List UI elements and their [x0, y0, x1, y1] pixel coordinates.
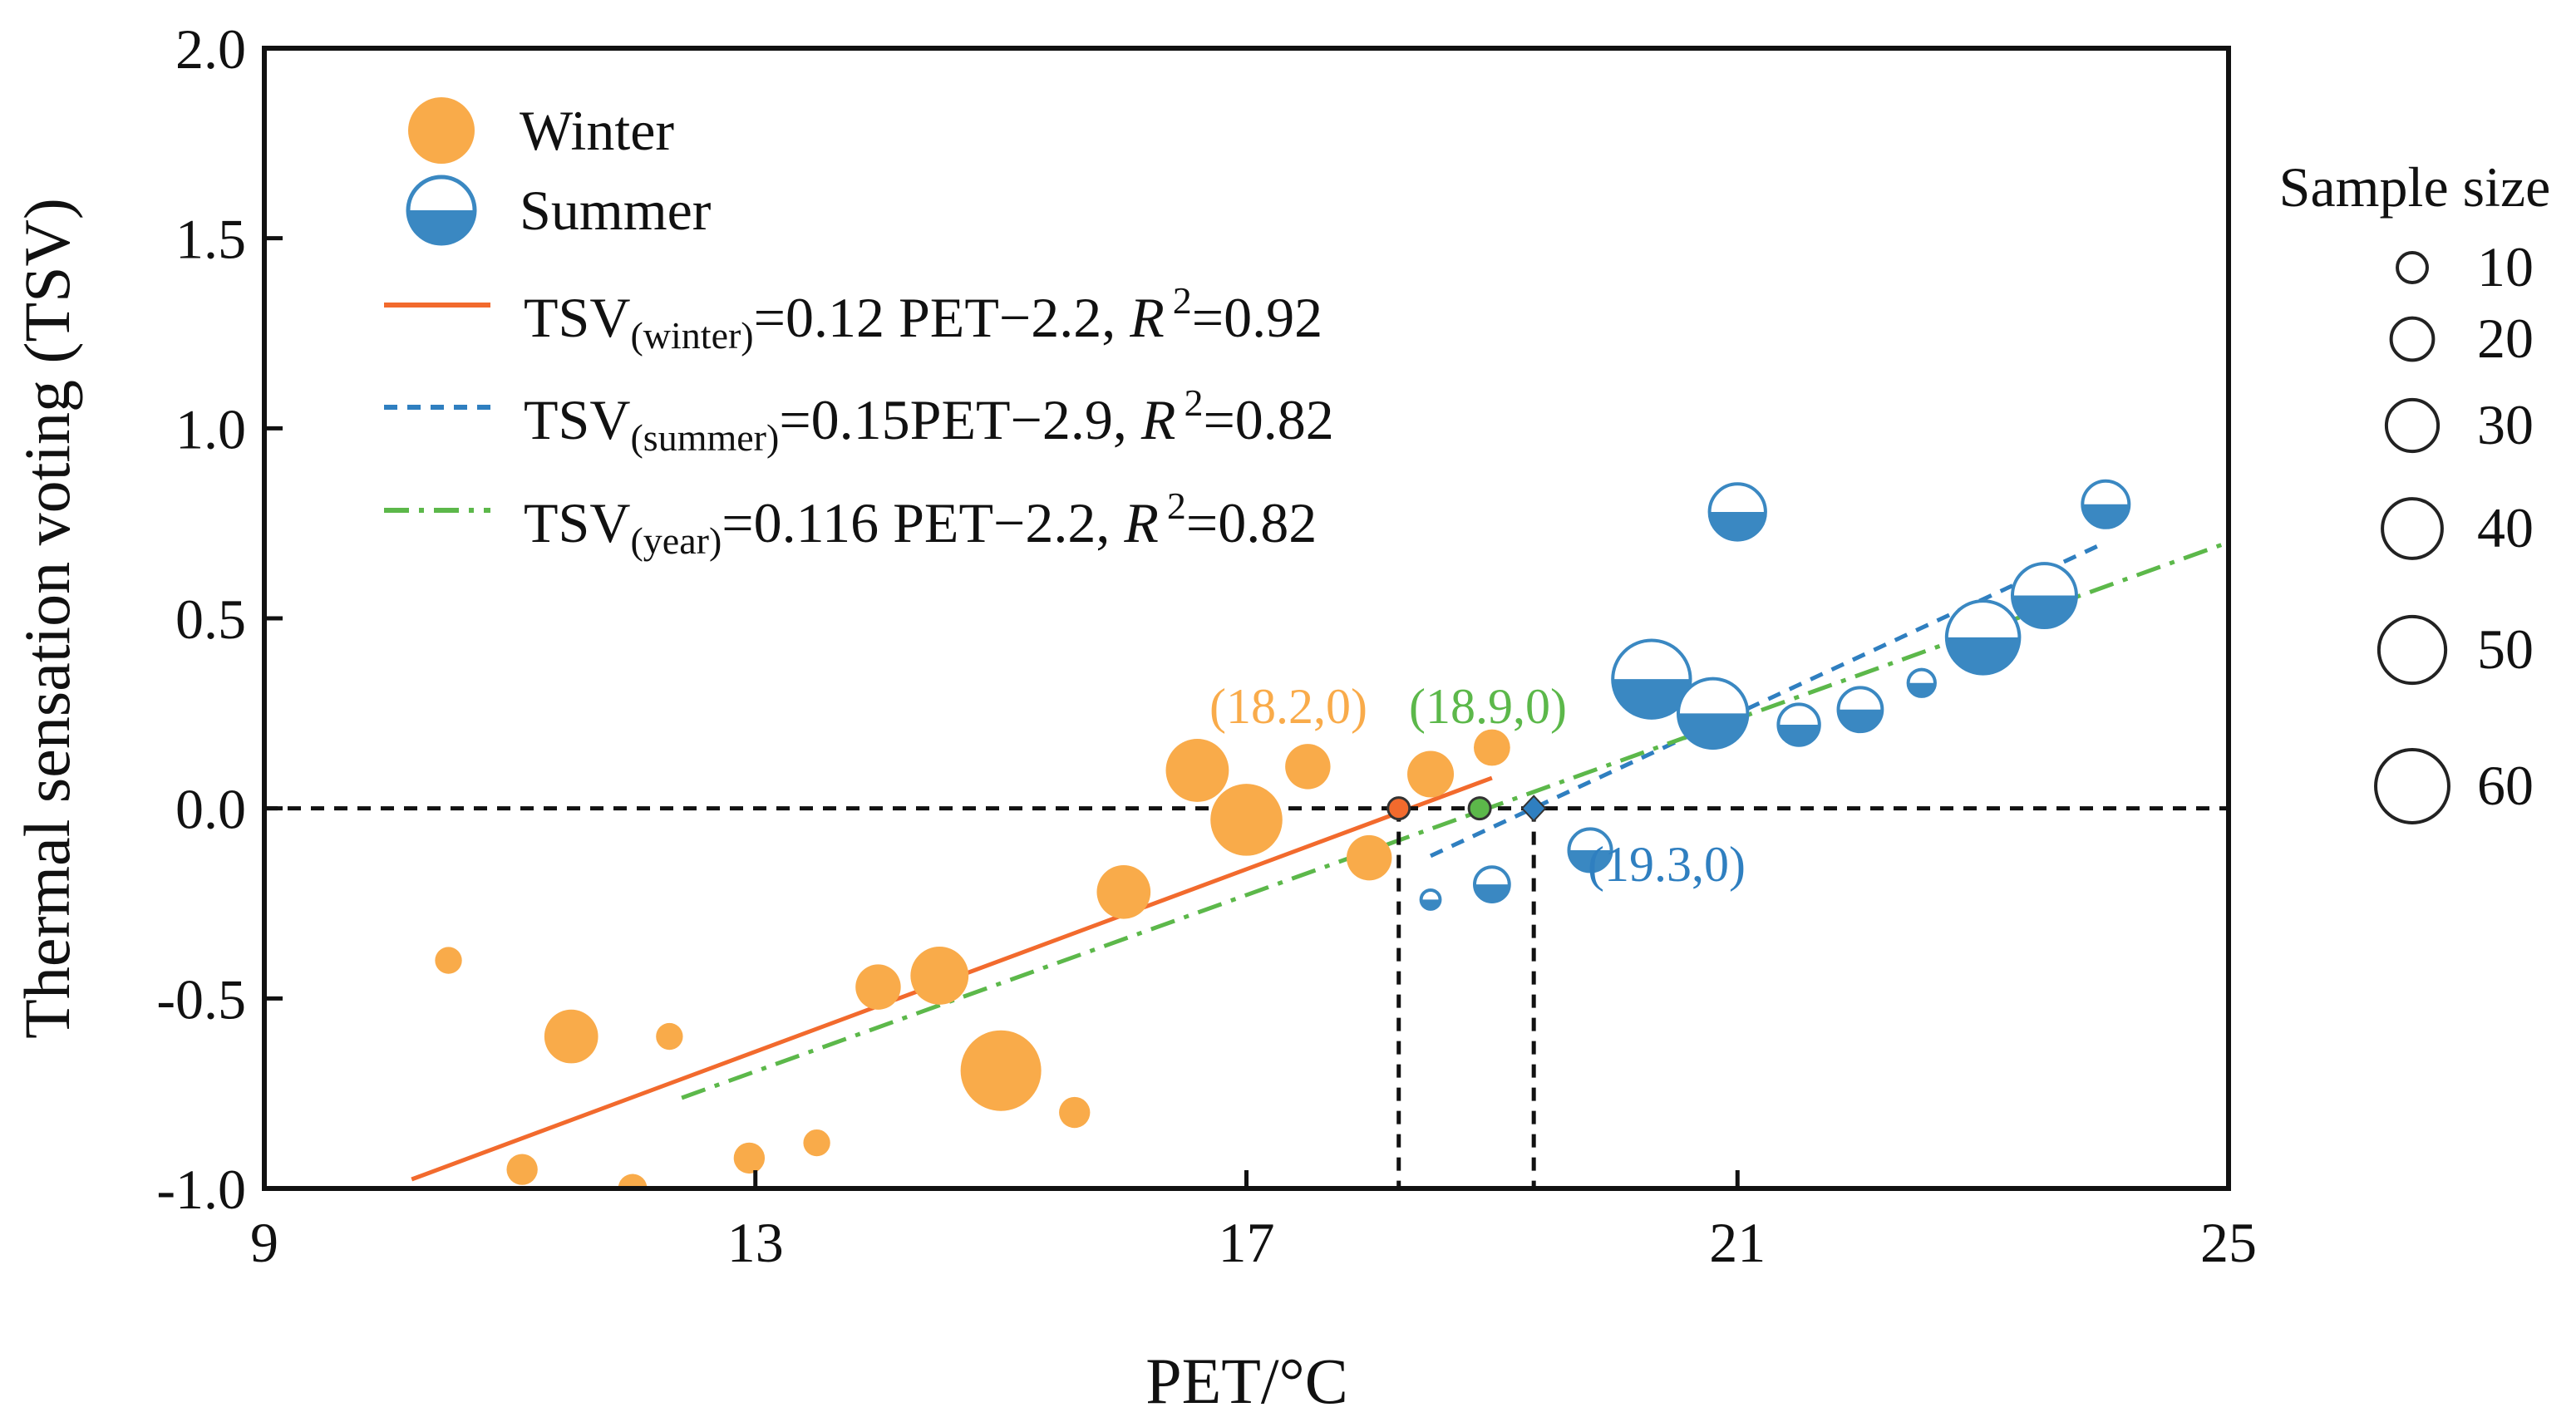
x-tick-label: 9 — [250, 1211, 278, 1274]
crossing-label: (18.2,0) — [1209, 679, 1367, 734]
winter-point — [910, 946, 969, 1005]
crossing-marker — [1520, 795, 1547, 823]
summer-point — [1944, 599, 2022, 676]
winter-point — [1165, 739, 1229, 802]
y-tick-label: 0.0 — [175, 778, 246, 841]
legend-winter-marker — [408, 97, 475, 164]
legend-winter-fit-text: TSV(winter)=0.12 PET−2.2, R 2=0.92 — [524, 279, 1322, 357]
winter-point — [1210, 784, 1283, 856]
size-legend-circle — [2377, 614, 2448, 686]
winter-point — [618, 1174, 648, 1188]
winter-point — [1473, 729, 1510, 766]
summer-point-fill — [1709, 511, 1766, 540]
legend-summer-marker-fill — [408, 210, 475, 244]
winter-point — [544, 1009, 598, 1064]
summer-point-fill — [2012, 595, 2076, 627]
size-legend-circle — [2389, 316, 2436, 362]
crossing-label: (19.3,0) — [1588, 837, 1746, 892]
size-legend-circle — [2384, 397, 2441, 454]
size-legend-circle — [2381, 497, 2444, 560]
summer-point — [1473, 865, 1511, 904]
y-tick-label: -1.0 — [156, 1158, 246, 1221]
legend-year-fit-text: TSV(year)=0.116 PET−2.2, R 2=0.82 — [524, 485, 1317, 562]
legend-winter-label: Winter — [520, 99, 674, 162]
winter-point — [803, 1129, 830, 1157]
summer-point-fill — [2082, 504, 2130, 528]
winter-point — [435, 947, 462, 974]
summer-point-fill — [1677, 713, 1748, 749]
crossing-label: (18.9,0) — [1409, 679, 1567, 734]
size-legend-label: 10 — [2477, 235, 2534, 298]
legend-summer-fit-text: TSV(summer)=0.15PET−2.9, R 2=0.82 — [524, 381, 1334, 459]
summer-point-fill — [1569, 849, 1612, 872]
y-tick-label: 2.0 — [175, 17, 246, 81]
winter-point — [855, 964, 901, 1010]
size-legend-label: 50 — [2477, 618, 2534, 681]
summer-point-fill — [1946, 637, 2020, 674]
series-legend: Winter Summer TSV(winter)=0.12 PET−2.2, … — [384, 97, 1334, 562]
sample-size-legend: Sample size 10 20 30 40 50 60 — [2279, 155, 2551, 824]
summer-point-fill — [1421, 899, 1441, 909]
winter-point — [506, 1154, 538, 1185]
winter-point — [1407, 750, 1455, 798]
x-tick-label: 25 — [2200, 1211, 2257, 1274]
x-axis-title: PET/°C — [1145, 1345, 1348, 1417]
summer-point — [1676, 677, 1750, 750]
y-tick-label: 0.5 — [175, 588, 246, 651]
summer-point-fill — [1778, 725, 1820, 745]
winter-point — [1059, 1096, 1091, 1129]
size-legend-label: 60 — [2477, 754, 2534, 817]
y-tick-label: 1.5 — [175, 208, 246, 271]
summer-point — [1611, 638, 1692, 720]
winter-point — [1346, 834, 1392, 881]
size-legend-label: 40 — [2477, 496, 2534, 559]
winter-point — [1096, 864, 1151, 919]
summer-point — [2081, 479, 2131, 529]
summer-point — [1419, 888, 1442, 911]
legend-summer-label: Summer — [520, 179, 712, 242]
summer-point — [2010, 562, 2078, 630]
size-legend-label: 30 — [2477, 393, 2534, 456]
summer-point — [1567, 827, 1613, 873]
summer-point-fill — [1908, 682, 1935, 696]
size-legend-circle — [2396, 251, 2429, 284]
winter-point — [733, 1142, 766, 1174]
data-points — [435, 479, 2131, 1188]
y-axis-title: Thermal sensation voting (TSV) — [11, 198, 83, 1039]
axes: 9 13 17 21 25 -1.0 -0.5 0.0 0.5 1.0 1.5 2.0 — [156, 17, 2257, 1274]
crossing-marker — [1387, 796, 1411, 821]
winter-point — [1285, 744, 1331, 790]
winter-point — [960, 1030, 1042, 1111]
winter-point — [656, 1022, 683, 1051]
x-tick-label: 13 — [727, 1211, 784, 1274]
size-legend-circle — [2374, 748, 2450, 824]
summer-point-fill — [1613, 679, 1691, 718]
x-tick-label: 21 — [1709, 1211, 1766, 1274]
summer-point-fill — [1475, 884, 1510, 902]
y-tick-label: 1.0 — [175, 397, 246, 460]
summer-point — [1836, 686, 1884, 734]
summer-point — [1707, 482, 1767, 542]
fit-line-summer — [1429, 540, 2107, 859]
y-tick-label: -0.5 — [156, 967, 246, 1031]
summer-point — [1906, 667, 1937, 698]
zero-crossings: (18.2,0) (18.9,0) (19.3,0) — [1209, 679, 1746, 892]
crossing-marker — [1467, 796, 1492, 821]
size-legend-label: 20 — [2477, 307, 2534, 370]
x-tick-label: 17 — [1219, 1211, 1275, 1274]
summer-point-fill — [1838, 709, 1883, 732]
summer-point — [1776, 702, 1821, 747]
size-legend-title: Sample size — [2279, 155, 2551, 219]
